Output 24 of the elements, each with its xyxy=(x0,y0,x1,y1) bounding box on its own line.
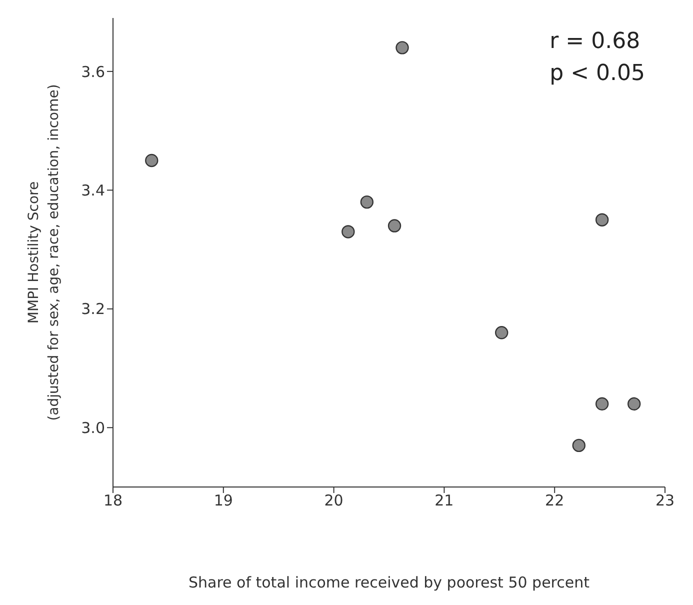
y-tick-label: 3.0 xyxy=(81,418,105,437)
y-tick-label: 3.2 xyxy=(81,300,105,318)
point xyxy=(396,41,409,54)
point xyxy=(342,225,355,238)
point xyxy=(495,326,508,340)
x-tick-label: 19 xyxy=(214,492,233,510)
x-tick-label: 22 xyxy=(545,492,564,510)
x-tick-label: 21 xyxy=(434,492,454,510)
y-tick-label: 3.4 xyxy=(81,181,105,200)
point xyxy=(360,195,374,209)
y-tick-label: 3.6 xyxy=(81,62,105,81)
point xyxy=(595,213,609,226)
point xyxy=(627,397,641,410)
y-axis-title: MMPI Hostility Score (adjusted for sex, age, race, education, income) xyxy=(26,84,62,421)
x-tick-label: 20 xyxy=(324,492,344,510)
annotation: p < 0.05 xyxy=(550,60,645,88)
point xyxy=(145,154,158,168)
point xyxy=(595,397,609,410)
x-tick-label: 23 xyxy=(655,492,675,510)
x-tick-label: 18 xyxy=(103,492,123,510)
point xyxy=(572,438,586,452)
x-axis-title: Share of total income received by poorest 50 percent xyxy=(188,574,590,592)
point xyxy=(388,219,402,232)
annotation: r = 0.68 xyxy=(550,28,642,56)
